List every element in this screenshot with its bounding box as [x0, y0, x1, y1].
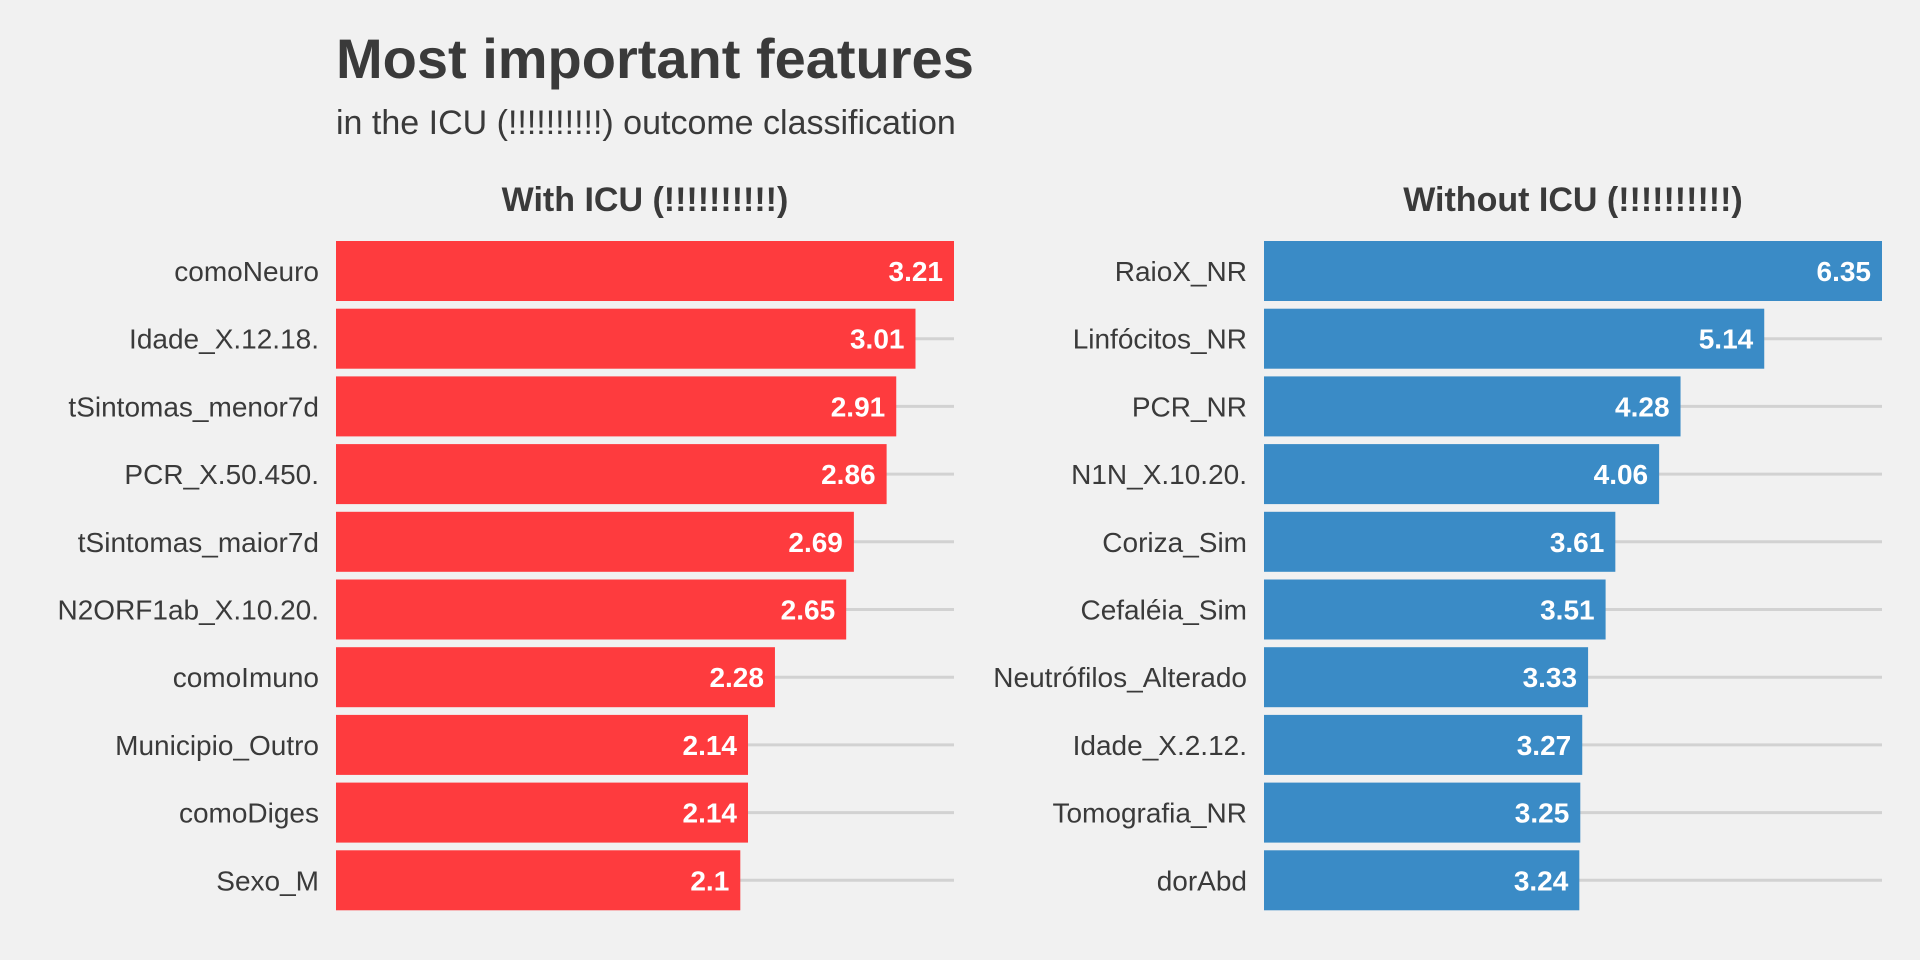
- data-label: 2.91: [831, 391, 886, 422]
- bar: [1264, 782, 1581, 843]
- data-label: 2.14: [683, 798, 738, 829]
- bar: [1264, 714, 1583, 775]
- bar: [336, 579, 847, 640]
- category-label: RaioX_NR: [1115, 256, 1247, 287]
- bar: [1264, 511, 1616, 572]
- bar: [336, 241, 954, 301]
- category-label: Coriza_Sim: [1102, 527, 1247, 558]
- data-label: 2.1: [690, 865, 729, 896]
- bar: [336, 782, 748, 843]
- category-label: N2ORF1ab_X.10.20.: [58, 595, 320, 626]
- category-label: Linfócitos_NR: [1073, 324, 1247, 355]
- category-label: Neutrófilos_Alterado: [993, 662, 1247, 693]
- category-label: Cefaléia_Sim: [1080, 595, 1247, 626]
- data-label: 2.65: [781, 595, 836, 626]
- bar: [336, 850, 741, 911]
- category-label: comoNeuro: [174, 256, 319, 287]
- bar: [336, 444, 887, 505]
- data-label: 2.69: [788, 527, 843, 558]
- data-label: 4.28: [1615, 391, 1670, 422]
- category-label: N1N_X.10.20.: [1071, 459, 1247, 490]
- bar: [336, 511, 854, 572]
- bar: [1264, 444, 1660, 505]
- data-label: 2.14: [683, 730, 738, 761]
- data-label: 3.21: [889, 256, 944, 287]
- category-label: comoImuno: [173, 662, 319, 693]
- data-label: 4.06: [1594, 459, 1649, 490]
- bar: [1264, 850, 1580, 911]
- category-label: comoDiges: [179, 798, 319, 829]
- category-label: Idade_X.2.12.: [1073, 730, 1247, 761]
- data-label: 2.28: [709, 662, 764, 693]
- data-label: 3.27: [1517, 730, 1572, 761]
- category-label: Municipio_Outro: [115, 730, 319, 761]
- data-label: 3.01: [850, 324, 905, 355]
- bar: [1264, 376, 1681, 437]
- category-label: dorAbd: [1157, 865, 1247, 896]
- data-label: 6.35: [1817, 256, 1872, 287]
- category-label: tSintomas_menor7d: [68, 391, 319, 422]
- panel-title: Without ICU (!!!!!!!!!!): [1403, 181, 1743, 219]
- category-label: Idade_X.12.18.: [129, 324, 319, 355]
- data-label: 3.51: [1540, 595, 1595, 626]
- bar: [336, 647, 775, 708]
- data-label: 3.25: [1515, 798, 1570, 829]
- data-label: 3.61: [1550, 527, 1605, 558]
- bar: [1264, 308, 1765, 369]
- category-label: PCR_X.50.450.: [124, 459, 319, 490]
- bar: [1264, 241, 1882, 301]
- bar: [336, 376, 897, 437]
- data-label: 3.33: [1523, 662, 1578, 693]
- bar: [1264, 647, 1589, 708]
- data-label: 2.86: [821, 459, 876, 490]
- chart-panel-2: Without ICU (!!!!!!!!!!) RaioX_NR 6.35 Linf…: [993, 181, 1882, 911]
- bar: [336, 714, 748, 775]
- chart-panel-1: With ICU (!!!!!!!!!!) comoNeuro 3.21 Idade_…: [58, 181, 954, 911]
- chart-title: Most important features: [336, 27, 974, 90]
- data-label: 3.24: [1514, 865, 1569, 896]
- bar: [336, 308, 916, 369]
- category-label: PCR_NR: [1132, 391, 1247, 422]
- data-label: 5.14: [1699, 324, 1754, 355]
- chart-subtitle: in the ICU (!!!!!!!!!!) outcome classifi…: [336, 104, 956, 142]
- category-label: Tomografia_NR: [1052, 798, 1247, 829]
- bar: [1264, 579, 1606, 640]
- category-label: Sexo_M: [216, 865, 319, 896]
- category-label: tSintomas_maior7d: [78, 527, 319, 558]
- panel-title: With ICU (!!!!!!!!!!): [502, 181, 789, 219]
